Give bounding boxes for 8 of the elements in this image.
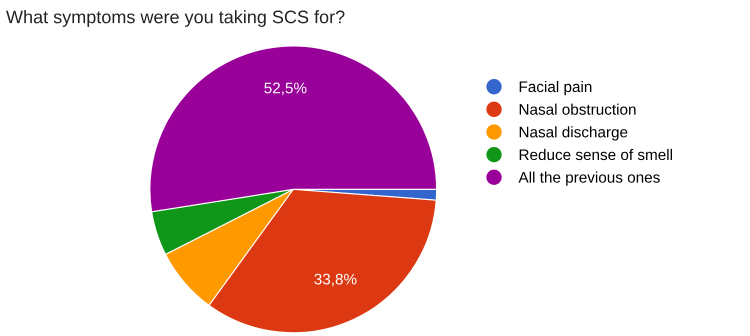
legend-label: Reduce sense of smell [520,148,672,160]
data-label: 33,8% [314,274,357,286]
data-label: 52,5% [264,82,306,96]
legend-label: Nasal discharge [520,126,628,140]
legend-label: Nasal obstruction [520,104,636,115]
legend-label: All the previous ones [518,172,660,186]
legend-label: Facial pain [520,80,592,96]
chart-title: What symptoms were you taking SCS for? [6,10,344,27]
